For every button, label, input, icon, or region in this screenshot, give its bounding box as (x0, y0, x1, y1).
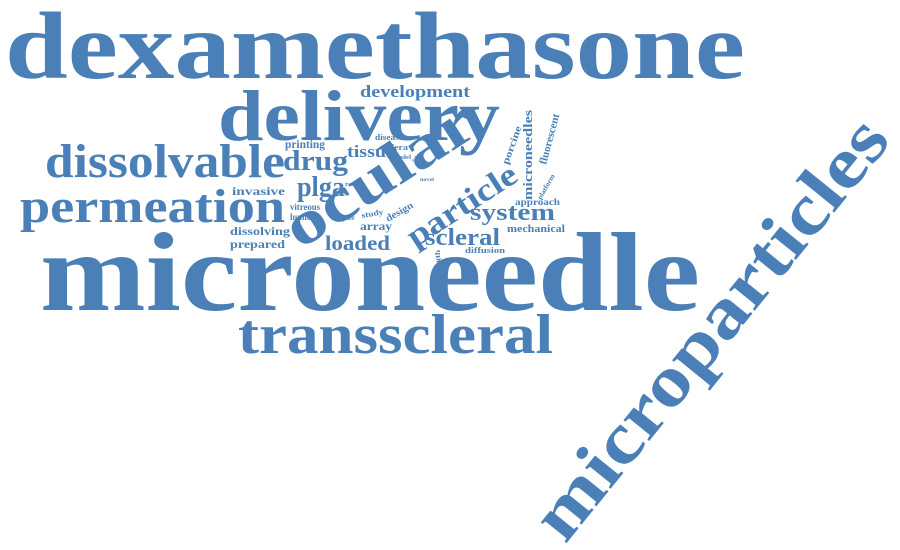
cloud-word: printing (285, 137, 325, 151)
cloud-word: delivery (218, 76, 500, 156)
cloud-word: dexamethasone (5, 0, 745, 99)
cloud-word: drug (283, 146, 348, 177)
cloud-word: array (360, 219, 392, 233)
cloud-word: diffusion (465, 246, 506, 255)
cloud-word: permeation (20, 180, 285, 233)
cloud-word: fluorescent (537, 112, 562, 166)
cloud-word: tissue (347, 142, 396, 161)
cloud-word: prepared (230, 237, 285, 251)
cloud-word: microneedle (40, 211, 700, 335)
cloud-word: system (470, 200, 555, 226)
cloud-word: dissolving (230, 224, 290, 238)
cloud-word: vitreous (290, 202, 320, 212)
cloud-word: plga (297, 172, 345, 203)
cloud-word: disease (375, 133, 404, 142)
cloud-word: model (393, 155, 411, 161)
cloud-word: loaded (325, 231, 390, 255)
cloud-word: approach (515, 197, 560, 207)
cloud-word: strength (434, 250, 442, 282)
cloud-word: microneedles (520, 110, 535, 200)
cloud-word: invasive (232, 184, 286, 198)
cloud-word: study (361, 207, 384, 220)
cloud-word: development (360, 82, 470, 101)
cloud-word: higher (335, 214, 355, 222)
cloud-word: sclera (383, 143, 408, 152)
cloud-word: dissolvable (45, 135, 285, 188)
cloud-word: novel (420, 178, 435, 183)
cloud-word: scleral (425, 225, 500, 251)
cloud-word: transscleral (238, 304, 553, 366)
cloud-word: range (345, 182, 363, 188)
cloud-word: mechanical (507, 224, 565, 235)
cloud-word: humour (290, 212, 320, 222)
